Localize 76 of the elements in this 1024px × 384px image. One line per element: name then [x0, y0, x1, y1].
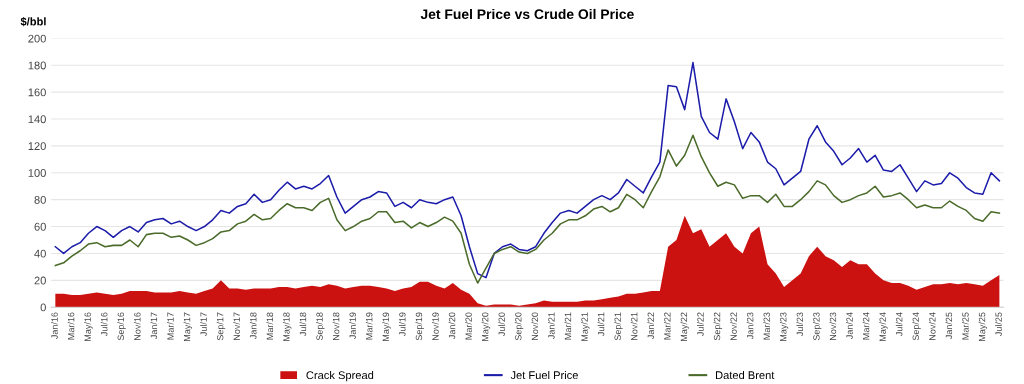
- x-tick-label: Nov/18: [332, 312, 340, 340]
- x-tick-label: May/18: [283, 312, 292, 341]
- x-tick-label: Mar/24: [862, 312, 870, 340]
- x-tick-label: Sep/18: [316, 312, 325, 341]
- x-tick-label: Jan/19: [349, 312, 356, 340]
- x-tick-label: Jan/21: [548, 312, 555, 340]
- line-series: [54, 61, 1001, 279]
- y-tick-label: 180: [28, 61, 46, 70]
- x-tick-label: Jul/20: [498, 312, 505, 337]
- y-tick-label: 40: [34, 249, 46, 258]
- x-tick-label: May/24: [879, 312, 888, 341]
- y-tick-label: 160: [28, 88, 46, 97]
- x-tick-label: Jul/25: [995, 312, 1002, 337]
- x-tick-label: Jan/25: [945, 312, 953, 340]
- x-tick-label: Mar/19: [365, 312, 373, 340]
- x-tick-label: Mar/21: [564, 312, 572, 340]
- x-tick-label: Jul/16: [100, 312, 108, 337]
- x-tick-label: Jan/18: [249, 312, 257, 340]
- x-tick-label: Nov/20: [531, 312, 539, 340]
- x-tick-label: Nov/21: [630, 312, 638, 340]
- line-series: [54, 134, 1001, 284]
- x-tick-label: Sep/19: [415, 312, 424, 341]
- x-tick-label: May/23: [779, 312, 789, 341]
- x-tick-label: Jul/23: [796, 312, 804, 337]
- x-tick-label: Jul/17: [200, 312, 207, 337]
- x-tick-label: Sep/22: [713, 312, 723, 341]
- x-tick-label: Jul/21: [597, 312, 605, 337]
- x-tick-label: Sep/16: [117, 312, 126, 341]
- y-tick-label: 200: [28, 34, 46, 43]
- x-tick-label: May/16: [84, 312, 93, 341]
- x-tick-label: Sep/20: [514, 312, 524, 341]
- x-tick-label: Jan/16: [51, 312, 58, 340]
- x-tick-label: Mar/25: [962, 312, 969, 340]
- x-tick-label: Jan/20: [448, 312, 456, 340]
- x-tick-label: Jan/24: [846, 312, 853, 340]
- x-tick-label: Jan/17: [150, 312, 158, 340]
- legend-label: Dated Brent: [716, 370, 775, 380]
- x-tick-label: Mar/16: [67, 312, 75, 340]
- x-tick-label: Nov/16: [133, 312, 141, 340]
- x-tick-label: Nov/19: [432, 312, 439, 340]
- x-tick-label: Mar/17: [167, 312, 174, 340]
- x-tick-label: Mar/23: [763, 312, 770, 340]
- x-tick-label: Mar/22: [663, 312, 671, 340]
- y-tick-label: 140: [28, 115, 46, 124]
- x-tick-label: Nov/23: [829, 312, 837, 340]
- x-tick-label: Jan/22: [647, 312, 654, 340]
- x-tick-label: Nov/17: [233, 312, 240, 340]
- x-tick-label: Jul/24: [895, 312, 903, 337]
- x-tick-label: May/19: [382, 312, 391, 341]
- x-tick-label: Mar/18: [266, 312, 274, 340]
- x-tick-label: May/20: [481, 312, 491, 341]
- x-tick-label: Sep/17: [216, 312, 226, 341]
- x-tick-label: May/22: [680, 312, 689, 341]
- x-tick-label: May/25: [978, 312, 988, 341]
- y-tick-label: 0: [40, 303, 46, 312]
- x-tick-label: Jul/19: [398, 312, 406, 337]
- legend-label: Jet Fuel Price: [510, 370, 578, 380]
- x-tick-label: Nov/22: [730, 312, 737, 340]
- y-tick-label: 120: [28, 142, 46, 151]
- x-tick-label: Jul/18: [299, 312, 307, 337]
- x-tick-label: Sep/21: [614, 312, 623, 341]
- y-tick-label: 100: [28, 169, 46, 177]
- x-tick-label: Sep/24: [912, 312, 921, 341]
- x-tick-label: May/17: [183, 312, 193, 341]
- legend-label: Crack Spread: [306, 370, 374, 382]
- x-tick-label: Mar/20: [465, 312, 472, 340]
- y-axis-title: $/bbl: [20, 17, 46, 27]
- chart-title: Jet Fuel Price vs Crude Oil Price: [420, 8, 634, 20]
- x-tick-label: Jul/22: [697, 312, 704, 337]
- x-tick-label: Jan/23: [746, 312, 754, 340]
- x-tick-label: Sep/23: [812, 312, 822, 341]
- y-tick-label: 60: [34, 222, 46, 231]
- x-tick-label: Nov/24: [928, 312, 936, 340]
- x-tick-label: May/21: [581, 312, 590, 341]
- y-tick-label: 20: [34, 276, 46, 285]
- y-tick-label: 80: [34, 195, 46, 204]
